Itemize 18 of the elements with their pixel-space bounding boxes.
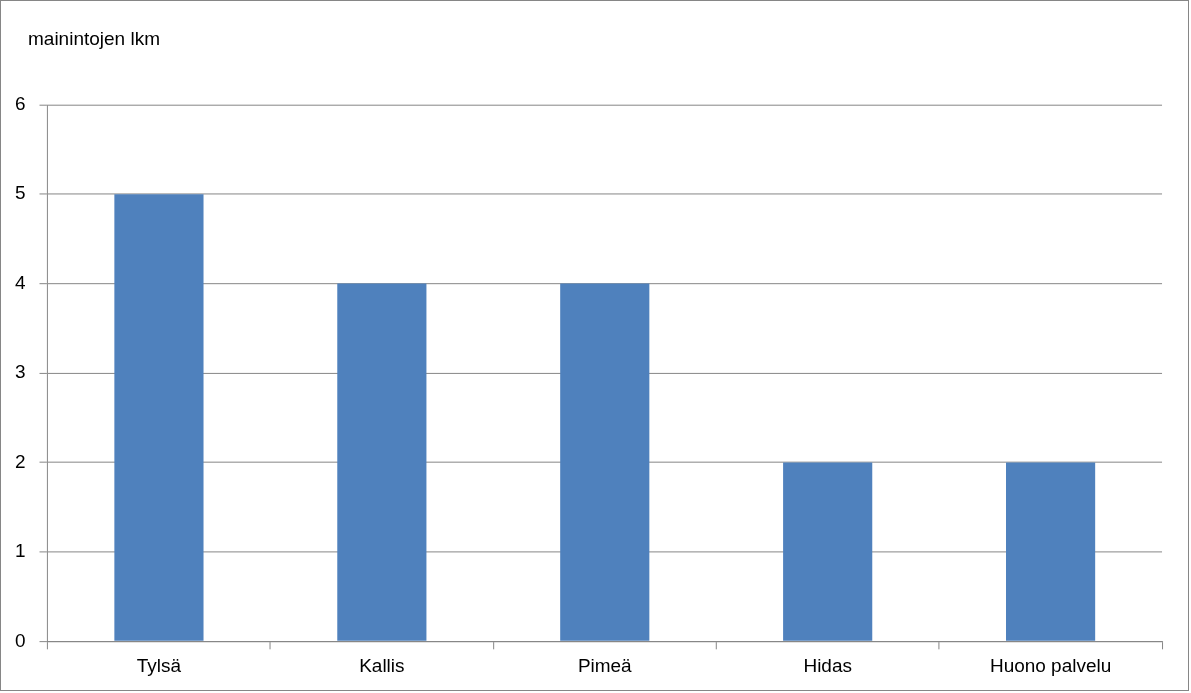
y-tick-label: 4 (14, 271, 26, 293)
x-tick-label: Pimeä (577, 654, 633, 676)
y-tick-label: 2 (14, 450, 26, 472)
y-tick-label: 6 (14, 92, 26, 114)
y-tick-label: 1 (14, 540, 26, 562)
y-tick-label: 0 (14, 629, 26, 651)
bar (337, 283, 427, 641)
y-axis-title: mainintojen lkm (28, 27, 161, 51)
bar (1006, 462, 1096, 641)
bar (783, 462, 873, 641)
x-tick-label: Hidas (803, 654, 852, 676)
x-tick-label: Kallis (359, 654, 405, 676)
y-tick-label: 5 (14, 182, 26, 204)
x-tick-label: Huono palvelu (990, 654, 1112, 676)
bar (114, 194, 204, 641)
x-tick-label: Tylsä (136, 654, 182, 676)
bar (560, 283, 650, 641)
y-tick-label: 3 (14, 361, 26, 383)
